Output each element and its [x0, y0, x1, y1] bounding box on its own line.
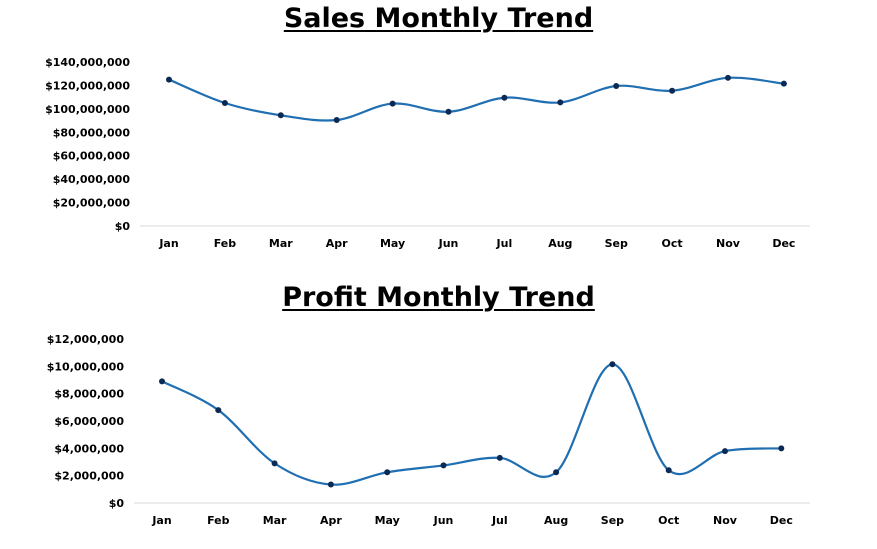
- sales-data-point-aug: [557, 99, 564, 106]
- profit-data-point-jul: [496, 454, 503, 461]
- sales-data-point-jul: [501, 94, 508, 101]
- sales-data-point-mar: [277, 112, 284, 119]
- profit-y-tick-label: $2,000,000: [54, 470, 124, 483]
- sales-x-tick-label: Apr: [326, 237, 348, 250]
- sales-y-tick-label: $0: [115, 220, 131, 233]
- sales-y-tick-label: $140,000,000: [45, 56, 130, 69]
- sales-data-point-nov: [725, 74, 731, 81]
- profit-x-tick-label: Apr: [320, 514, 342, 527]
- sales-x-tick-label: Oct: [662, 237, 683, 250]
- profit-series-line: [161, 363, 782, 486]
- sales-y-tick-label: $40,000,000: [53, 173, 131, 186]
- sales-data-point-sep: [613, 83, 620, 90]
- sales-x-tick-label: Jul: [496, 237, 513, 250]
- profit-data-point-nov: [722, 448, 728, 455]
- sales-x-tick-label: Sep: [605, 237, 628, 250]
- profit-x-tick-label: Feb: [207, 514, 230, 527]
- sales-chart-title: Sales Monthly Trend: [283, 3, 594, 34]
- profit-x-tick-label: Mar: [263, 514, 287, 527]
- sales-y-tick-label: $100,000,000: [45, 103, 130, 116]
- sales-x-tick-label: Jan: [158, 237, 178, 250]
- sales-data-point-apr: [333, 116, 340, 123]
- profit-data-point-oct: [665, 467, 672, 474]
- profit-y-tick-label: $4,000,000: [54, 442, 124, 455]
- sales-x-tick-label: Aug: [548, 237, 572, 250]
- profit-data-point-sep: [609, 361, 616, 368]
- profit-x-tick-label: Jan: [151, 514, 171, 527]
- profit-y-tick-label: $12,000,000: [47, 333, 125, 346]
- sales-x-tick-label: Feb: [214, 237, 237, 250]
- profit-data-point-aug: [553, 469, 560, 476]
- sales-data-point-jun: [445, 108, 452, 115]
- sales-x-tick-label: Mar: [269, 237, 293, 250]
- profit-y-tick-label: $0: [109, 497, 125, 510]
- sales-y-tick-label: $60,000,000: [53, 150, 131, 163]
- sales-x-tick-label: May: [380, 237, 405, 250]
- profit-data-point-jun: [440, 462, 447, 469]
- sales-y-tick-label: $120,000,000: [45, 79, 130, 92]
- profit-trend-chart: $0 $2,000,000 $4,000,000 $6,000,000 $8,000,0…: [47, 333, 810, 527]
- profit-x-tick-label: Sep: [601, 514, 624, 527]
- sales-data-point-oct: [669, 87, 676, 94]
- profit-y-tick-label: $10,000,000: [47, 360, 125, 373]
- profit-x-tick-label: Aug: [544, 514, 568, 527]
- sales-x-tick-label: Jun: [438, 237, 459, 250]
- profit-y-tick-label: $6,000,000: [54, 415, 124, 428]
- profit-data-point-mar: [271, 460, 278, 467]
- sales-series-line: [168, 76, 785, 122]
- profit-x-tick-label: May: [375, 514, 400, 527]
- profit-x-tick-label: Jun: [433, 514, 454, 527]
- profit-data-point-feb: [215, 407, 222, 414]
- profit-x-tick-label: Jul: [491, 514, 508, 527]
- profit-chart-title: Profit Monthly Trend: [282, 282, 595, 313]
- profit-x-tick-label: Nov: [713, 514, 738, 527]
- sales-data-point-may: [389, 100, 396, 107]
- sales-x-tick-label: Nov: [716, 237, 741, 250]
- sales-y-tick-label: $80,000,000: [53, 126, 131, 139]
- profit-data-point-may: [384, 469, 391, 476]
- profit-y-tick-label: $8,000,000: [54, 388, 124, 401]
- profit-x-tick-label: Dec: [770, 514, 793, 527]
- profit-data-point-apr: [327, 481, 334, 488]
- sales-data-point-dec: [780, 80, 787, 87]
- profit-data-point-jan: [159, 378, 165, 385]
- sales-data-point-feb: [221, 100, 228, 106]
- sales-data-point-jan: [166, 76, 172, 83]
- sales-y-tick-label: $20,000,000: [53, 197, 131, 210]
- sales-trend-chart: $0 $20,000,000 $40,000,000 $60,000,000 $80,0…: [45, 56, 810, 250]
- profit-data-point-dec: [778, 445, 785, 452]
- sales-x-tick-label: Dec: [772, 237, 795, 250]
- profit-x-tick-label: Oct: [658, 514, 679, 527]
